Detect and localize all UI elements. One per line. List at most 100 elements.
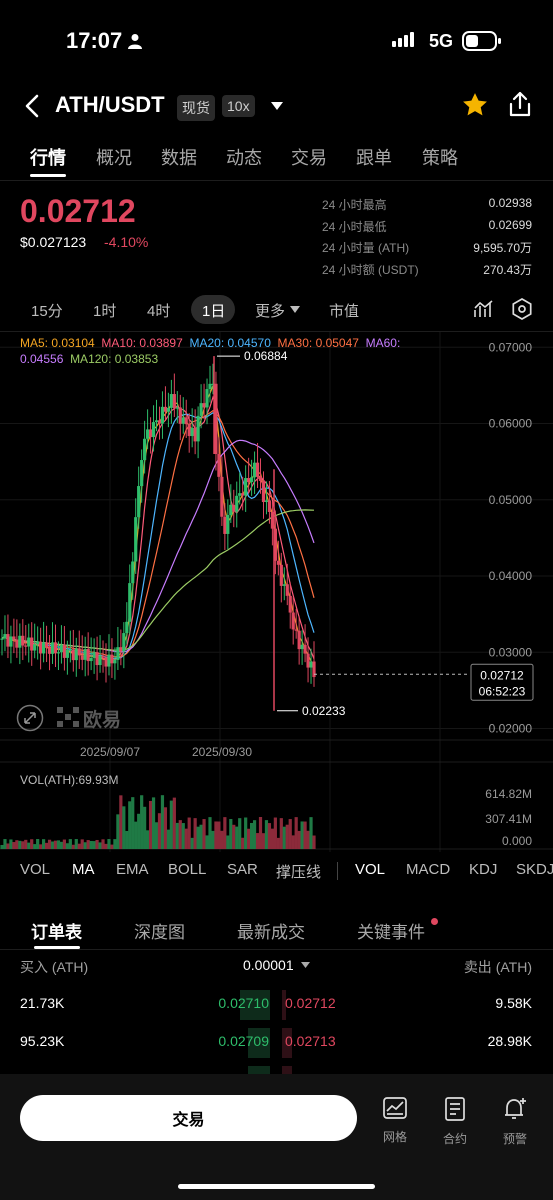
candle xyxy=(12,636,16,640)
interval-1h[interactable]: 1时 xyxy=(93,303,117,320)
ask-price[interactable]: 0.02713 xyxy=(285,1033,336,1049)
indicator-ema[interactable]: EMA xyxy=(116,861,149,878)
stat-turnover-label: 24 小时额 (USDT) xyxy=(322,263,419,277)
volume-bar xyxy=(181,823,185,849)
volume-bar xyxy=(178,820,182,849)
candle xyxy=(291,612,295,630)
volume-bar xyxy=(77,843,81,849)
volume-bar xyxy=(267,823,272,849)
date-label: 2025/09/07 xyxy=(80,745,140,759)
back-icon[interactable] xyxy=(22,93,44,119)
volume-bar xyxy=(238,818,242,849)
current-price-tag: 0.02712 xyxy=(480,668,524,682)
pair-title[interactable]: ATH/USDT xyxy=(55,92,165,117)
tab-market[interactable]: 行情 xyxy=(30,148,66,168)
bid-quantity[interactable]: 95.23K xyxy=(20,1033,65,1049)
tab-order-book[interactable]: 订单表 xyxy=(31,923,82,942)
volume-bar xyxy=(184,828,188,849)
volume-bar xyxy=(101,839,105,849)
indicator-skdj[interactable]: SKDJ xyxy=(516,861,553,878)
last-price: 0.02712 xyxy=(20,193,136,229)
volume-bar xyxy=(53,840,58,849)
volume-bar xyxy=(255,833,260,849)
grid-trading-button[interactable]: 网格 xyxy=(375,1097,415,1145)
interval-market-cap[interactable]: 市值 xyxy=(329,303,360,320)
candle xyxy=(163,406,168,412)
candle xyxy=(235,495,239,512)
bid-quantity[interactable]: 21.73K xyxy=(20,995,65,1011)
indicator-kdj[interactable]: KDJ xyxy=(469,861,498,878)
star-icon[interactable] xyxy=(461,91,489,119)
stat-turnover-value: 270.43万 xyxy=(483,263,532,277)
candle xyxy=(300,644,304,650)
interval-more[interactable]: 更多 xyxy=(255,303,286,320)
interval-15m[interactable]: 15分 xyxy=(31,303,63,320)
candle xyxy=(199,403,203,416)
candlestick-chart[interactable]: 0.07000 0.06000 0.05000 0.04000 0.03000 0.020… xyxy=(0,332,553,852)
volume-bar xyxy=(273,817,277,849)
volume-bar xyxy=(68,839,72,849)
volume-bar xyxy=(199,824,203,849)
bid-price[interactable]: 0.02710 xyxy=(218,995,269,1011)
candle xyxy=(128,583,132,622)
candle xyxy=(33,644,37,651)
ask-price[interactable]: 0.02712 xyxy=(285,995,336,1011)
volume-bar xyxy=(220,830,224,849)
candle xyxy=(65,649,69,658)
tab-key-events[interactable]: 关键事件 xyxy=(357,923,425,942)
precision-select[interactable]: 0.00001 xyxy=(243,957,294,973)
alert-button[interactable]: 预警 xyxy=(495,1097,535,1147)
candle xyxy=(74,648,78,661)
candle xyxy=(232,504,236,512)
caret-down-icon[interactable] xyxy=(270,101,284,111)
volume-bar xyxy=(39,844,43,849)
candle xyxy=(146,429,150,439)
volume-bar xyxy=(56,840,61,849)
candle xyxy=(36,641,40,645)
volume-bar xyxy=(0,845,4,849)
volume-bar xyxy=(187,817,191,849)
volume-bar xyxy=(140,795,144,849)
volume-axis-label: 614.82M xyxy=(485,787,532,801)
indicator-boll[interactable]: BOLL xyxy=(168,861,207,878)
volume-bar xyxy=(15,840,19,849)
candle xyxy=(190,427,194,437)
volume-bar xyxy=(172,797,176,849)
tab-latest-trades[interactable]: 最新成交 xyxy=(237,923,305,942)
status-time: 17:07 xyxy=(66,28,123,53)
tab-data[interactable]: 数据 xyxy=(161,148,197,168)
contract-button[interactable]: 合约 xyxy=(435,1097,475,1147)
candle xyxy=(104,657,108,667)
volume-bar xyxy=(175,822,179,849)
bid-price[interactable]: 0.02709 xyxy=(218,1033,269,1049)
indicator-support-resistance[interactable]: 撑压线 xyxy=(276,864,322,881)
ask-quantity[interactable]: 28.98K xyxy=(487,1033,532,1049)
tab-copy-trade[interactable]: 跟单 xyxy=(356,148,392,168)
fullscreen-icon[interactable] xyxy=(16,704,44,732)
volume-bar xyxy=(166,829,170,849)
interval-1d[interactable]: 1日 xyxy=(202,303,226,320)
tab-news[interactable]: 动态 xyxy=(226,148,262,168)
indicator-ma[interactable]: MA xyxy=(72,861,95,878)
tab-strategy[interactable]: 策略 xyxy=(422,148,458,168)
settings-icon[interactable] xyxy=(512,298,532,320)
volume-bar xyxy=(300,821,304,849)
divider xyxy=(0,949,553,950)
indicator-vol[interactable]: VOL xyxy=(20,861,51,878)
ask-quantity[interactable]: 9.58K xyxy=(495,995,532,1011)
indicator-sar[interactable]: SAR xyxy=(227,861,258,878)
chart-indicator-icon[interactable] xyxy=(474,300,494,318)
tab-overview[interactable]: 概况 xyxy=(96,148,132,168)
volume-bar xyxy=(116,814,120,849)
indicator-macd[interactable]: MACD xyxy=(406,861,451,878)
share-icon[interactable] xyxy=(507,90,533,118)
candle xyxy=(244,478,248,496)
candle xyxy=(56,652,61,654)
candle xyxy=(39,641,43,654)
indicator-sub-vol[interactable]: VOL xyxy=(355,861,386,878)
trade-button[interactable]: 交易 xyxy=(20,1095,357,1141)
tab-trade[interactable]: 交易 xyxy=(291,148,327,168)
interval-4h[interactable]: 4时 xyxy=(147,303,171,320)
candle xyxy=(214,383,218,455)
tab-depth-chart[interactable]: 深度图 xyxy=(134,923,185,942)
